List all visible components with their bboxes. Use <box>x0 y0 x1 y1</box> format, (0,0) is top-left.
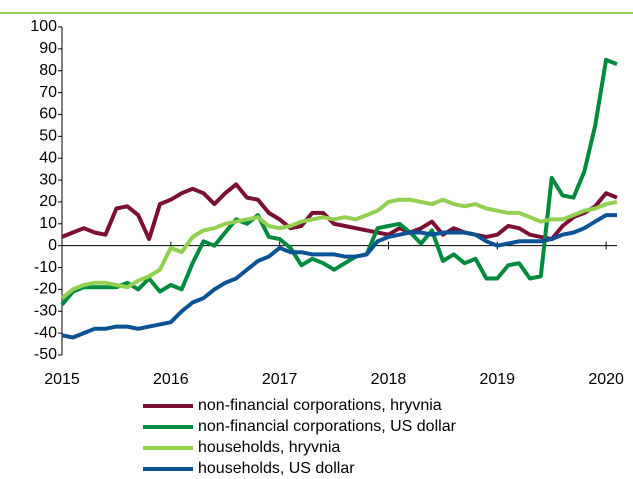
y-tick-label: 60 <box>39 106 57 123</box>
x-tick-label: 2019 <box>479 371 515 388</box>
y-tick-label: -50 <box>34 346 57 363</box>
y-tick-label: -20 <box>34 281 57 298</box>
y-tick-label: 40 <box>39 149 57 166</box>
y-tick-label: 80 <box>39 62 57 79</box>
series-line <box>60 197 618 300</box>
y-tick-label: -40 <box>34 324 57 341</box>
legend-label: households, hryvnia <box>198 439 340 456</box>
series-line <box>61 213 617 340</box>
y-tick-label: 30 <box>39 171 57 188</box>
legend-label: non-financial corporations, US dollar <box>198 418 457 435</box>
y-tick-label: 70 <box>39 84 57 101</box>
y-tick-label: 90 <box>39 40 57 57</box>
y-tick-label: 0 <box>48 237 57 254</box>
x-tick-label: 2018 <box>371 371 407 388</box>
y-tick-label: 100 <box>30 18 57 35</box>
y-tick-label: 10 <box>39 215 57 232</box>
y-tick-label: -30 <box>34 302 57 319</box>
y-tick-label: -10 <box>34 259 57 276</box>
y-tick-label: 20 <box>39 193 57 210</box>
x-tick-label: 2020 <box>588 371 624 388</box>
x-tick-label: 2017 <box>262 371 298 388</box>
legend-label: households, US dollar <box>198 460 355 477</box>
series-line <box>60 57 618 306</box>
legend-label: non-financial corporations, hryvnia <box>198 397 442 414</box>
series-line <box>61 182 618 242</box>
x-tick-label: 2015 <box>44 371 80 388</box>
x-tick-label: 2016 <box>153 371 189 388</box>
y-tick-label: 50 <box>39 128 57 145</box>
